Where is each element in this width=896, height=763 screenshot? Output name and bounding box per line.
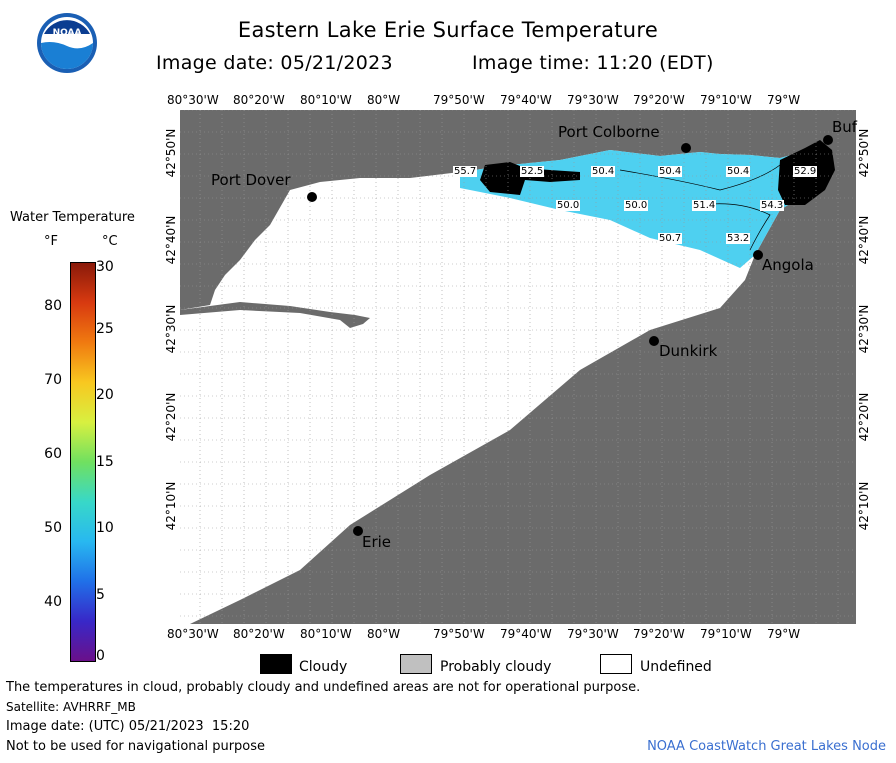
disclaimer-text: The temperatures in cloud, probably clou… (6, 680, 641, 695)
legend-probably-cloudy-swatch (400, 654, 432, 674)
longitude-tick-label: 79°W (767, 627, 801, 641)
temp-label: 53.2 (726, 233, 751, 244)
longitude-tick-label: 80°10'W (300, 93, 352, 107)
label-dunkirk: Dunkirk (659, 342, 718, 360)
longitude-tick-label: 80°W (367, 93, 401, 107)
temp-label: 52.5 (520, 166, 545, 177)
erie-marker (353, 526, 363, 536)
scale-tick-c: 30 (96, 259, 114, 275)
scale-title: Water Temperature (10, 210, 135, 225)
scale-tick-c: 5 (96, 587, 105, 603)
scale-unit-c: °C (102, 234, 118, 249)
label-buffalo: Buf (832, 118, 858, 136)
port-colborne-marker (681, 143, 691, 153)
longitude-tick-label: 79°30'W (567, 627, 619, 641)
latitude-tick-label: 42°40'N (857, 215, 871, 265)
temp-label: 50.4 (591, 166, 616, 177)
temp-label: 51.4 (692, 200, 717, 211)
latitude-tick-label: 42°30'N (164, 304, 178, 354)
longitude-tick-label: 79°50'W (433, 93, 485, 107)
lake-water (180, 150, 830, 624)
temp-label: 52.9 (793, 166, 818, 177)
temperature-contour (619, 164, 781, 251)
long-point (180, 302, 370, 328)
temp-label: 50.4 (726, 166, 751, 177)
image-time: Image time: 11:20 (EDT) (472, 52, 714, 74)
angola-marker (753, 250, 763, 260)
latitude-tick-label: 42°10'N (164, 481, 178, 531)
map-grid (180, 110, 856, 624)
longitude-tick-label: 79°30'W (567, 93, 619, 107)
latitude-tick-label: 42°30'N (857, 304, 871, 354)
scale-tick-c: 15 (96, 454, 114, 470)
legend-probably-cloudy-label: Probably cloudy (440, 659, 552, 675)
latitude-tick-label: 42°20'N (857, 392, 871, 442)
longitude-tick-label: 79°W (767, 93, 801, 107)
image-date: Image date: 05/21/2023 (156, 52, 393, 74)
scale-tick-c: 25 (96, 321, 114, 337)
latitude-tick-label: 42°50'N (857, 128, 871, 178)
scale-unit-f: °F (44, 234, 58, 249)
buffalo-marker (823, 135, 833, 145)
page-title: Eastern Lake Erie Surface Temperature (237, 18, 659, 42)
temp-label: 50.7 (658, 233, 683, 244)
longitude-tick-label: 80°10'W (300, 627, 352, 641)
temp-label: 50.4 (658, 166, 683, 177)
label-port-colborne: Port Colborne (558, 123, 660, 141)
latitude-tick-label: 42°50'N (164, 128, 178, 178)
longitude-tick-label: 79°40'W (500, 627, 552, 641)
temp-label: 50.0 (624, 200, 649, 211)
utc-date-text: Image date: (UTC) 05/21/2023 15:20 (6, 719, 250, 734)
scale-tick-f: 40 (44, 594, 62, 610)
legend-cloudy-swatch (260, 654, 292, 674)
scale-tick-c: 0 (96, 648, 105, 664)
dunkirk-marker (649, 336, 659, 346)
temp-label: 54.3 (760, 200, 785, 211)
longitude-tick-label: 80°20'W (233, 93, 285, 107)
temp-label: 50.0 (556, 200, 581, 211)
satellite-text: Satellite: AVHRRF_MB (6, 700, 136, 714)
longitude-tick-label: 80°20'W (233, 627, 285, 641)
scale-tick-c: 10 (96, 520, 114, 536)
latitude-tick-label: 42°40'N (164, 215, 178, 265)
color-scale-bar (70, 262, 96, 662)
credit-text: NOAA CoastWatch Great Lakes Node (647, 739, 886, 754)
noaa-logo: NOAA (36, 12, 98, 74)
longitude-tick-label: 79°10'W (700, 93, 752, 107)
label-port-dover: Port Dover (211, 171, 291, 189)
port-dover-marker (307, 192, 317, 202)
temp-label: 55.7 (453, 166, 478, 177)
noaa-logo-icon (37, 13, 97, 73)
longitude-tick-label: 80°W (367, 627, 401, 641)
longitude-tick-label: 79°50'W (433, 627, 485, 641)
label-erie: Erie (362, 533, 392, 551)
legend-cloudy-label: Cloudy (299, 659, 348, 675)
longitude-tick-label: 79°40'W (500, 93, 552, 107)
longitude-tick-label: 80°30'W (167, 93, 219, 107)
legend-undefined-swatch (600, 654, 632, 674)
label-angola: Angola (762, 256, 814, 274)
longitude-tick-label: 80°30'W (167, 627, 219, 641)
longitude-tick-label: 79°10'W (700, 627, 752, 641)
scale-tick-f: 80 (44, 298, 62, 314)
legend-undefined-label: Undefined (640, 659, 712, 675)
navigation-warning: Not to be used for navigational purpose (6, 739, 266, 754)
scale-tick-f: 60 (44, 446, 62, 462)
longitude-tick-label: 79°20'W (633, 93, 685, 107)
latitude-tick-label: 42°10'N (857, 481, 871, 531)
scale-tick-f: 70 (44, 372, 62, 388)
latitude-tick-label: 42°20'N (164, 392, 178, 442)
scale-tick-f: 50 (44, 520, 62, 536)
longitude-tick-label: 79°20'W (633, 627, 685, 641)
scale-tick-c: 20 (96, 387, 114, 403)
logo-text: NOAA (52, 28, 82, 38)
